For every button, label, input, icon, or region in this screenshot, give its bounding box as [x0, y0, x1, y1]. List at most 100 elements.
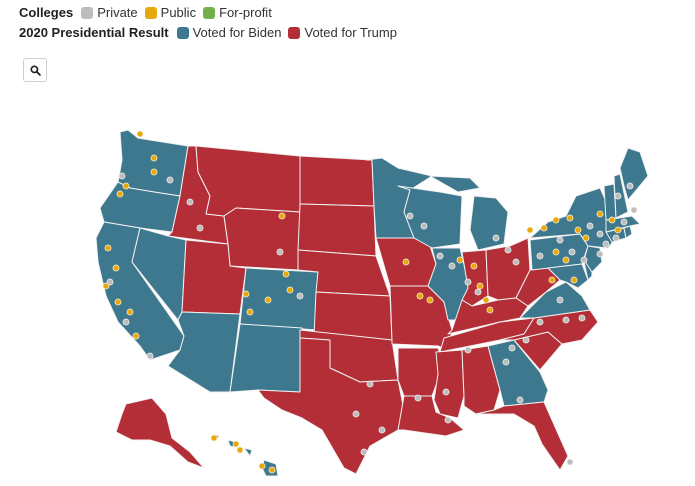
public-college-dot[interactable] — [570, 276, 578, 284]
private-college-dot[interactable] — [146, 352, 154, 360]
public-college-dot[interactable] — [282, 270, 290, 278]
private-college-dot[interactable] — [516, 396, 524, 404]
private-college-dot[interactable] — [474, 288, 482, 296]
private-college-dot[interactable] — [536, 252, 544, 260]
public-college-dot[interactable] — [210, 434, 218, 442]
private-college-dot[interactable] — [196, 224, 204, 232]
public-college-dot[interactable] — [552, 216, 560, 224]
private-college-dot[interactable] — [186, 198, 194, 206]
private-college-dot[interactable] — [414, 394, 422, 402]
public-college-dot[interactable] — [540, 224, 548, 232]
public-college-dot[interactable] — [582, 234, 590, 242]
private-college-dot[interactable] — [562, 316, 570, 324]
public-college-dot[interactable] — [102, 282, 110, 290]
state-north-carolina[interactable] — [499, 309, 599, 345]
public-college-dot[interactable] — [526, 226, 534, 234]
state-montana[interactable] — [195, 145, 301, 217]
private-college-dot[interactable] — [536, 318, 544, 326]
state-michigan[interactable] — [429, 175, 509, 251]
public-college-dot[interactable] — [552, 248, 560, 256]
state-louisiana[interactable] — [397, 395, 465, 437]
private-college-dot[interactable] — [602, 240, 610, 248]
public-college-dot[interactable] — [122, 182, 130, 190]
public-college-dot[interactable] — [402, 258, 410, 266]
public-college-dot[interactable] — [548, 276, 556, 284]
private-college-dot[interactable] — [522, 336, 530, 344]
public-college-dot[interactable] — [112, 264, 120, 272]
private-college-dot[interactable] — [580, 256, 588, 264]
public-college-dot[interactable] — [608, 216, 616, 224]
private-college-dot[interactable] — [566, 458, 574, 466]
private-college-dot[interactable] — [442, 388, 450, 396]
state-colorado[interactable] — [239, 267, 319, 331]
public-college-dot[interactable] — [116, 190, 124, 198]
private-college-dot[interactable] — [464, 346, 472, 354]
public-college-dot[interactable] — [278, 212, 286, 220]
public-college-dot[interactable] — [476, 282, 484, 290]
private-college-dot[interactable] — [464, 278, 472, 286]
private-college-dot[interactable] — [118, 172, 126, 180]
public-college-dot[interactable] — [426, 296, 434, 304]
public-college-dot[interactable] — [246, 308, 254, 316]
public-college-dot[interactable] — [614, 226, 622, 234]
private-college-dot[interactable] — [614, 192, 622, 200]
private-college-dot[interactable] — [378, 426, 386, 434]
state-mississippi[interactable] — [433, 349, 465, 419]
state-maryland[interactable] — [547, 263, 589, 289]
private-college-dot[interactable] — [366, 380, 374, 388]
private-college-dot[interactable] — [352, 410, 360, 418]
state-arizona[interactable] — [167, 311, 241, 393]
public-college-dot[interactable] — [236, 446, 244, 454]
state-new-mexico[interactable] — [229, 323, 303, 393]
private-college-dot[interactable] — [122, 318, 130, 326]
private-college-dot[interactable] — [444, 416, 452, 424]
public-college-dot[interactable] — [114, 298, 122, 306]
public-college-dot[interactable] — [470, 262, 478, 270]
private-college-dot[interactable] — [492, 234, 500, 242]
state-south-dakota[interactable] — [297, 203, 377, 257]
public-college-dot[interactable] — [482, 296, 490, 304]
private-college-dot[interactable] — [502, 358, 510, 366]
private-college-dot[interactable] — [360, 448, 368, 456]
public-college-dot[interactable] — [574, 226, 582, 234]
public-college-dot[interactable] — [286, 286, 294, 294]
public-college-dot[interactable] — [268, 466, 276, 474]
public-college-dot[interactable] — [416, 292, 424, 300]
public-college-dot[interactable] — [104, 244, 112, 252]
private-college-dot[interactable] — [612, 234, 620, 242]
private-college-dot[interactable] — [578, 314, 586, 322]
public-college-dot[interactable] — [126, 308, 134, 316]
private-college-dot[interactable] — [630, 206, 638, 214]
private-college-dot[interactable] — [620, 218, 628, 226]
private-college-dot[interactable] — [448, 262, 456, 270]
private-college-dot[interactable] — [556, 236, 564, 244]
private-college-dot[interactable] — [586, 222, 594, 230]
private-college-dot[interactable] — [406, 212, 414, 220]
public-college-dot[interactable] — [456, 256, 464, 264]
private-college-dot[interactable] — [556, 296, 564, 304]
private-college-dot[interactable] — [436, 252, 444, 260]
private-college-dot[interactable] — [166, 176, 174, 184]
state-hawaii[interactable] — [212, 433, 279, 477]
private-college-dot[interactable] — [106, 278, 114, 286]
private-college-dot[interactable] — [512, 258, 520, 266]
public-college-dot[interactable] — [150, 154, 158, 162]
state-florida[interactable] — [475, 401, 569, 471]
public-college-dot[interactable] — [136, 130, 144, 138]
public-college-dot[interactable] — [150, 168, 158, 176]
private-college-dot[interactable] — [508, 344, 516, 352]
search-button[interactable] — [23, 58, 47, 82]
public-college-dot[interactable] — [264, 296, 272, 304]
private-college-dot[interactable] — [596, 230, 604, 238]
state-north-dakota[interactable] — [299, 155, 375, 207]
public-college-dot[interactable] — [566, 214, 574, 222]
state-alaska[interactable] — [115, 397, 205, 469]
public-college-dot[interactable] — [232, 440, 240, 448]
public-college-dot[interactable] — [132, 332, 140, 340]
public-college-dot[interactable] — [258, 462, 266, 470]
private-college-dot[interactable] — [420, 222, 428, 230]
private-college-dot[interactable] — [596, 250, 604, 258]
state-rhode-island[interactable] — [623, 225, 633, 239]
public-college-dot[interactable] — [242, 290, 250, 298]
private-college-dot[interactable] — [504, 246, 512, 254]
